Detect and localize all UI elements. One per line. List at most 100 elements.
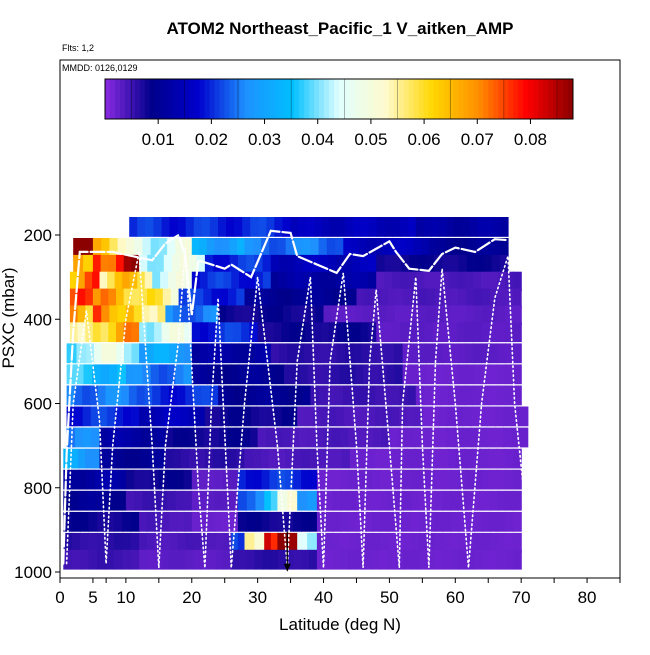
heatmap-cell <box>139 549 148 570</box>
heatmap-cell <box>371 490 381 511</box>
heatmap-cell <box>371 469 381 490</box>
heatmap-cell <box>387 549 397 570</box>
heatmap-cell <box>481 343 491 364</box>
y-axis-label: PSXC (mbar) <box>0 267 18 368</box>
heatmap-cell <box>503 406 513 427</box>
heatmap-cell <box>293 511 302 532</box>
heatmap-cell <box>231 532 239 553</box>
heatmap-cell <box>342 385 352 406</box>
heatmap-cell <box>336 343 346 364</box>
heatmap-cell <box>92 364 102 385</box>
heatmap-cell <box>237 254 247 275</box>
heatmap-cell <box>478 427 488 448</box>
heatmap-cell <box>63 549 73 570</box>
heatmap-cell <box>335 254 345 275</box>
colorbar-swatch <box>548 79 554 119</box>
heatmap-cell <box>403 511 412 532</box>
heatmap-cell <box>237 469 247 490</box>
heatmap-cell <box>285 549 295 570</box>
heatmap-cell <box>214 490 224 511</box>
heatmap-cell <box>438 217 448 237</box>
colorbar-swatch <box>274 79 280 119</box>
heatmap-cell <box>489 469 499 490</box>
heatmap-cell <box>80 532 90 553</box>
heatmap-cell <box>466 254 476 275</box>
colorbar-tick-label: 0.04 <box>301 130 334 149</box>
heatmap-cell <box>70 448 79 469</box>
heatmap-cell <box>168 271 177 292</box>
colorbar-swatch <box>224 79 230 119</box>
heatmap-cell <box>105 549 115 570</box>
heatmap-cell <box>208 549 217 570</box>
heatmap-cell <box>406 406 416 427</box>
heatmap-cell <box>228 406 237 427</box>
heatmap-cell <box>402 364 412 385</box>
heatmap-cell <box>428 238 438 258</box>
heatmap-cell <box>287 490 298 511</box>
heatmap-cell <box>416 271 426 292</box>
heatmap-cell <box>245 511 255 532</box>
colorbar-swatch <box>294 79 300 119</box>
colorbar-swatch <box>513 79 519 119</box>
heatmap-cell <box>293 469 302 490</box>
heatmap-cell <box>364 532 373 553</box>
heatmap-cell <box>368 271 377 292</box>
heatmap-cell <box>98 406 108 427</box>
heatmap-cell <box>386 364 396 385</box>
colorbar-swatch <box>134 79 141 119</box>
heatmap-cell <box>248 385 258 406</box>
heatmap-cell <box>99 448 109 469</box>
heatmap-cell <box>417 254 427 275</box>
heatmap-cell <box>491 254 501 275</box>
heatmap-cell <box>150 469 160 490</box>
heatmap-cell <box>297 406 306 427</box>
heatmap-cell <box>109 305 119 326</box>
heatmap-cell <box>454 427 464 448</box>
heatmap-cell <box>366 448 375 469</box>
heatmap-cell <box>402 343 412 364</box>
heatmap-cell <box>351 254 361 275</box>
colorbar-swatch <box>144 79 151 119</box>
heatmap-cell <box>276 288 286 309</box>
heatmap-cell <box>199 364 208 385</box>
heatmap-cell <box>470 427 480 448</box>
heatmap-cell <box>303 343 313 364</box>
heatmap-cell <box>394 364 404 385</box>
heatmap-cell <box>154 322 163 343</box>
heatmap-cell <box>165 448 174 469</box>
heatmap-cell <box>436 238 446 258</box>
heatmap-cell <box>142 490 152 511</box>
colorbar-swatch <box>289 79 295 119</box>
heatmap-cell <box>226 427 236 448</box>
heatmap-cell <box>340 549 349 570</box>
heatmap-cell <box>483 254 493 275</box>
colorbar-swatch <box>249 79 255 119</box>
heatmap-cell <box>440 385 449 406</box>
heatmap-cell <box>331 305 340 326</box>
heatmap-cell <box>214 469 224 490</box>
heatmap-cell <box>466 288 475 309</box>
heatmap-cell <box>122 511 132 532</box>
heatmap-cell <box>328 322 338 343</box>
colorbar-swatch <box>553 79 559 119</box>
heatmap-cell <box>293 448 302 469</box>
heatmap-cell <box>71 490 80 511</box>
heatmap-cell <box>475 254 484 275</box>
y-tick-label: 200 <box>24 226 52 245</box>
x-tick-label: 70 <box>512 588 531 607</box>
heatmap-cell <box>329 217 339 237</box>
heatmap-cell <box>343 254 353 275</box>
heatmap-cell <box>207 469 216 490</box>
heatmap-cell <box>426 511 436 532</box>
heatmap-cell <box>110 490 119 511</box>
heatmap-cell <box>66 406 76 427</box>
heatmap-cell <box>269 469 278 490</box>
heatmap-cell <box>434 288 444 309</box>
heatmap-cell <box>450 343 459 364</box>
heatmap-cell <box>391 385 401 406</box>
colorbar-swatch <box>498 79 504 119</box>
heatmap-cell <box>492 238 501 258</box>
heatmap-cell <box>340 532 349 553</box>
heatmap-cell <box>442 490 452 511</box>
